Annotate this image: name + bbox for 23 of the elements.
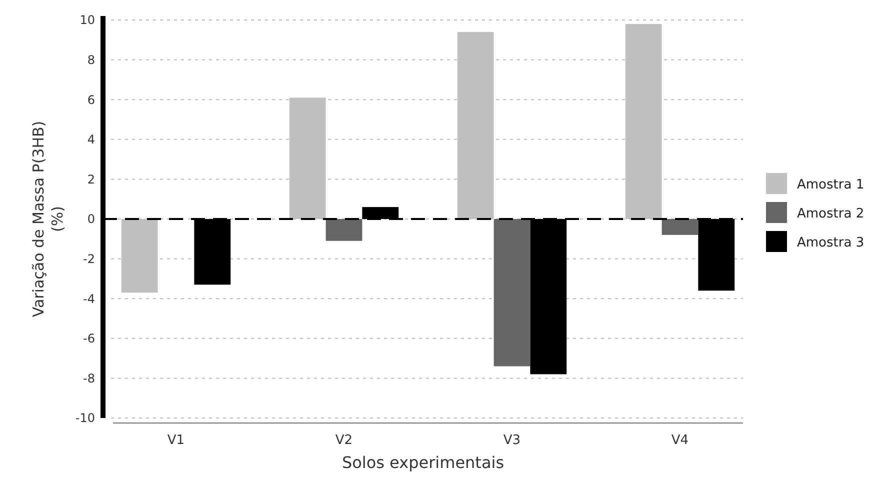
x-tick-label: V2 (335, 433, 353, 448)
y-tick-label: -2 (83, 252, 95, 266)
bar (326, 219, 362, 241)
y-tick-label: 4 (87, 132, 95, 147)
y-tick-label: -10 (75, 411, 95, 426)
y-tick-label: -6 (83, 332, 95, 346)
y-tick-label: 6 (87, 92, 95, 107)
bar (662, 219, 698, 235)
x-tick-label: V4 (671, 433, 689, 448)
bar (494, 219, 530, 366)
y-tick-label: 8 (87, 53, 95, 67)
y-axis-title: Variação de Massa P(3HB) (%) (30, 120, 66, 318)
x-axis-title: Solos experimentais (342, 453, 504, 472)
y-tick-label: -8 (83, 371, 95, 386)
y-tick-label: 0 (87, 212, 95, 226)
x-tick-label: V3 (503, 433, 521, 448)
y-tick-label: -4 (83, 292, 95, 306)
legend-label: Amostra 2 (797, 206, 864, 222)
legend-label: Amostra 1 (797, 178, 864, 193)
x-tick-label: V1 (167, 433, 185, 448)
y-tick-label: 2 (87, 172, 95, 186)
y-tick-label: 10 (80, 13, 95, 28)
legend-label: Amostra 3 (797, 236, 864, 251)
